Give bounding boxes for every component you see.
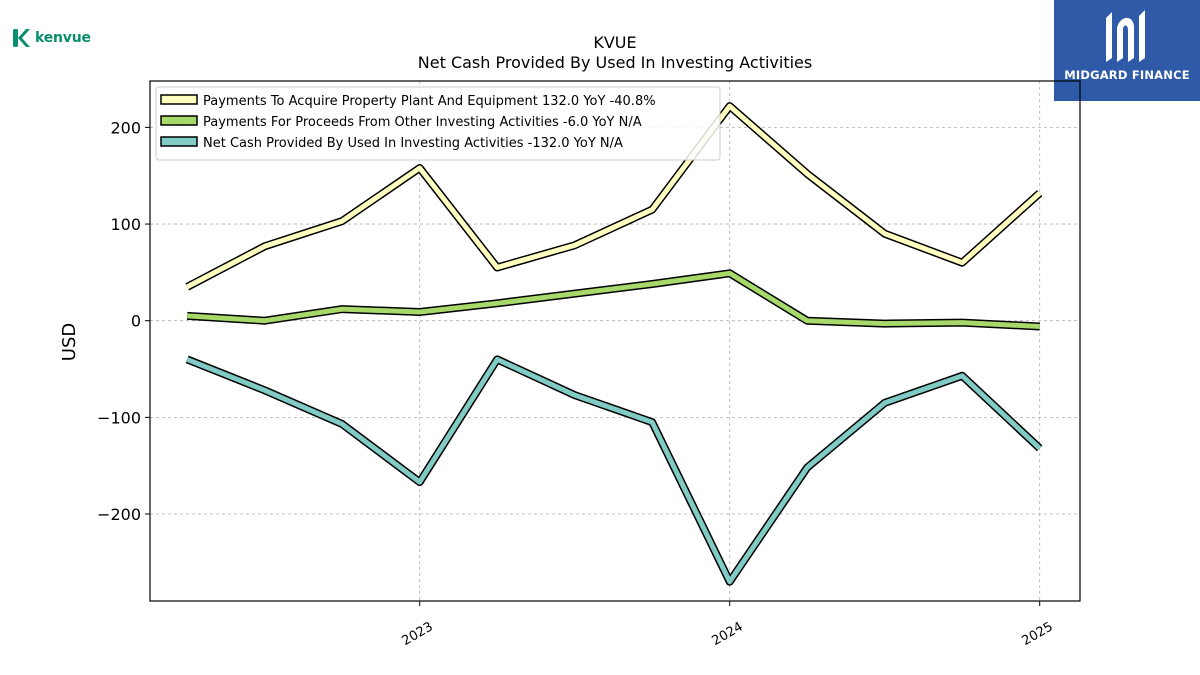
legend: Payments To Acquire Property Plant And E… <box>155 86 721 161</box>
kenvue-k-icon <box>13 29 30 47</box>
legend-swatch <box>160 136 198 147</box>
y-tick-label: 100 <box>110 215 141 234</box>
series-2-outline <box>186 269 1040 331</box>
legend-swatch <box>160 94 198 105</box>
legend-swatch <box>160 115 198 126</box>
series-2-line <box>187 270 1040 329</box>
legend-label: Payments For Proceeds From Other Investi… <box>203 115 642 130</box>
y-tick-label: 200 <box>110 118 141 137</box>
axis-ticks: −200 −100 0 100 200 2023 2024 2025 <box>97 118 1056 649</box>
y-tick-label: −100 <box>97 408 141 427</box>
chart-title: KVUE <box>593 33 636 52</box>
legend-label: Net Cash Provided By Used In Investing A… <box>203 136 623 151</box>
legend-box <box>155 86 721 161</box>
brand-name: MIDGARD FINANCE <box>1064 68 1190 82</box>
x-tick-label: 2025 <box>1020 619 1056 649</box>
legend-label: Payments To Acquire Property Plant And E… <box>203 94 656 109</box>
brand-m-icon <box>1106 10 1145 62</box>
x-tick-label: 2023 <box>400 619 436 649</box>
series-3-line <box>186 356 1042 585</box>
series-lines <box>185 102 1043 586</box>
plot-frame <box>149 80 1081 602</box>
series-1-line <box>186 103 1042 290</box>
y-axis-label: USD <box>59 323 80 361</box>
y-tick-label: 0 <box>131 312 141 331</box>
company-logo: kenvue <box>12 28 91 48</box>
company-logo-text: kenvue <box>35 30 91 46</box>
brand-watermark: MIDGARD FINANCE <box>1054 0 1200 101</box>
chart-subtitle: Net Cash Provided By Used In Investing A… <box>418 53 812 72</box>
x-tick-label: 2024 <box>710 619 746 649</box>
y-tick-label: −200 <box>97 505 141 524</box>
